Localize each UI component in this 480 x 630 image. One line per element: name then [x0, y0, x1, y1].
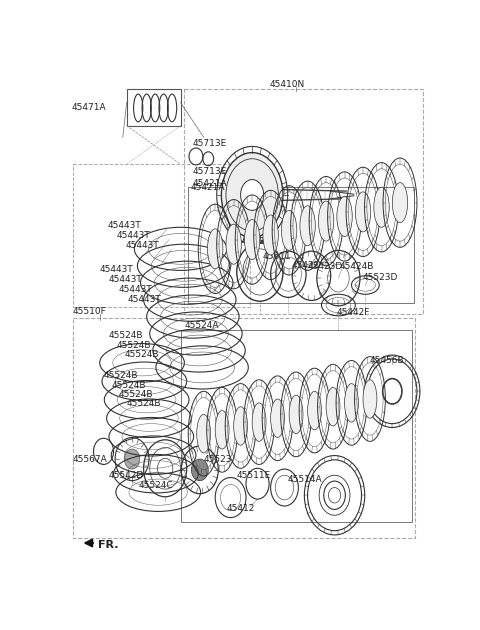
Text: 45456B: 45456B: [369, 356, 404, 365]
Text: 45524B: 45524B: [124, 350, 159, 359]
Text: 45424B: 45424B: [340, 262, 374, 271]
Ellipse shape: [124, 449, 140, 469]
Text: 45514A: 45514A: [288, 474, 322, 484]
Ellipse shape: [300, 206, 315, 246]
Ellipse shape: [197, 415, 211, 453]
Ellipse shape: [374, 187, 389, 227]
Text: 45421A: 45421A: [192, 179, 227, 188]
Text: 45524B: 45524B: [104, 372, 138, 381]
Ellipse shape: [240, 180, 264, 210]
Ellipse shape: [355, 192, 371, 232]
Text: 45442F: 45442F: [337, 308, 370, 318]
Ellipse shape: [326, 387, 340, 426]
Ellipse shape: [244, 220, 260, 260]
Text: 45443T: 45443T: [117, 231, 150, 240]
Text: 45611: 45611: [263, 252, 291, 261]
Text: FR.: FR.: [98, 541, 119, 550]
Text: 45410N: 45410N: [269, 81, 304, 89]
Ellipse shape: [281, 210, 297, 250]
Text: 45421A: 45421A: [191, 183, 225, 192]
Ellipse shape: [392, 183, 408, 222]
Text: 45524B: 45524B: [119, 390, 154, 399]
Ellipse shape: [318, 201, 334, 241]
Text: 45524B: 45524B: [117, 341, 151, 350]
Text: 45524C: 45524C: [138, 481, 173, 490]
Text: 45422: 45422: [291, 261, 320, 270]
Ellipse shape: [226, 224, 241, 264]
Ellipse shape: [271, 399, 285, 437]
Text: 45713E: 45713E: [192, 168, 227, 176]
Ellipse shape: [263, 215, 278, 255]
Ellipse shape: [345, 384, 359, 422]
Text: 45414B: 45414B: [230, 237, 265, 246]
Text: 45471A: 45471A: [72, 103, 107, 112]
Text: 45423D: 45423D: [308, 262, 343, 271]
Text: 45443T: 45443T: [118, 285, 152, 294]
Ellipse shape: [221, 152, 283, 238]
Text: 45713E: 45713E: [192, 139, 227, 148]
Text: 45567A: 45567A: [73, 455, 108, 464]
Text: 45523: 45523: [204, 455, 232, 464]
Text: 45523D: 45523D: [363, 273, 398, 282]
Text: 45443T: 45443T: [126, 241, 160, 250]
Ellipse shape: [192, 459, 208, 481]
Ellipse shape: [252, 403, 266, 442]
Text: 45524B: 45524B: [127, 399, 161, 408]
Text: 45542D: 45542D: [109, 471, 144, 481]
Ellipse shape: [308, 391, 322, 430]
Ellipse shape: [337, 197, 352, 236]
Text: 45524A: 45524A: [184, 321, 219, 330]
Ellipse shape: [215, 411, 229, 449]
Text: 45443T: 45443T: [109, 275, 143, 284]
Text: 45524B: 45524B: [109, 331, 144, 340]
Text: 45510F: 45510F: [73, 307, 107, 316]
Text: 45443T: 45443T: [127, 295, 161, 304]
Text: 45412: 45412: [227, 504, 255, 513]
Text: 45443T: 45443T: [108, 221, 141, 230]
Ellipse shape: [234, 407, 248, 445]
Ellipse shape: [207, 229, 223, 269]
Text: 45511E: 45511E: [237, 471, 271, 481]
Text: 45524B: 45524B: [111, 381, 146, 389]
Text: 45443T: 45443T: [100, 265, 133, 274]
Ellipse shape: [363, 380, 377, 418]
Ellipse shape: [289, 395, 303, 433]
